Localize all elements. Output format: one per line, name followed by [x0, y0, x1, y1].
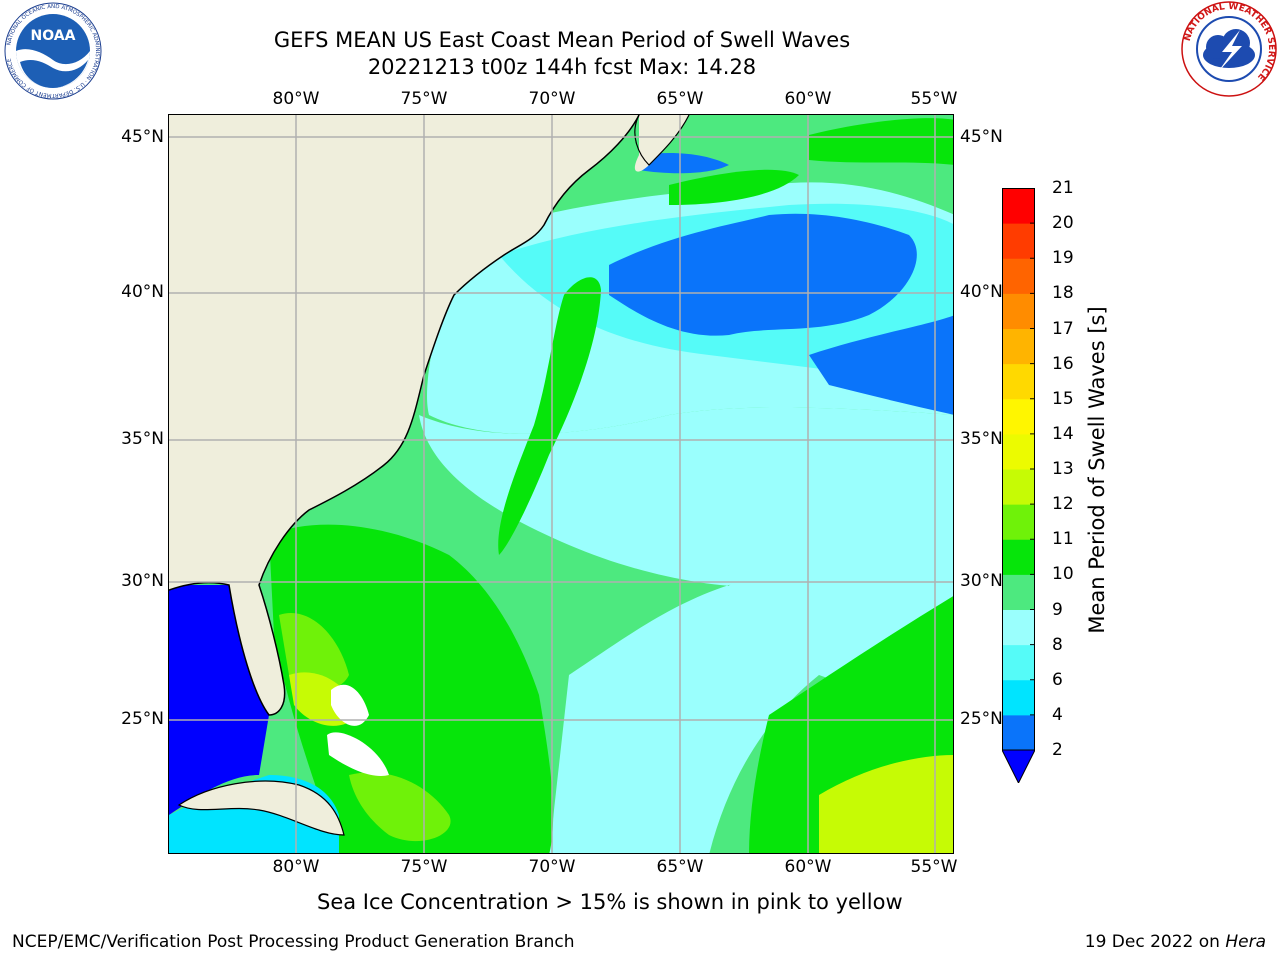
colorbar-tick-label: 14 — [1052, 423, 1074, 444]
lon-label-top: 70°W — [528, 89, 576, 109]
colorbar-tick-label: 15 — [1052, 388, 1074, 409]
noaa-logo: NOAA NATIONAL OCEANIC AND ATMOSPHERIC AD… — [4, 2, 102, 100]
colorbar-tick-label: 9 — [1052, 599, 1063, 620]
lon-label-bottom: 65°W — [656, 857, 704, 877]
colorbar-segment — [1002, 504, 1035, 540]
lat-label-right: 25°N — [960, 709, 1003, 729]
footer-date-text: 19 Dec 2022 on — [1084, 932, 1220, 952]
footer-machine: Hera — [1225, 932, 1266, 952]
colorbar-segment — [1002, 188, 1035, 224]
lon-label-bottom: 70°W — [528, 857, 576, 877]
lat-label-right: 30°N — [960, 571, 1003, 591]
chart-subtitle: 20221213 t00z 144h fcst Max: 14.28 — [367, 55, 757, 79]
colorbar-tick-label: 6 — [1052, 669, 1063, 690]
colorbar — [1002, 188, 1035, 783]
us-landmass — [169, 115, 639, 590]
field-2-4s — [809, 315, 953, 415]
colorbar-tick-label: 8 — [1052, 634, 1063, 655]
cuba-coastline — [177, 780, 345, 836]
noaa-logo-text: NOAA — [31, 28, 76, 44]
colorbar-segment — [1002, 574, 1035, 610]
lon-label-bottom: 60°W — [784, 857, 832, 877]
colorbar-segment — [1002, 714, 1035, 751]
colorbar-segment — [1002, 609, 1035, 646]
colorbar-segment — [1002, 433, 1035, 470]
lon-label-top: 60°W — [784, 89, 832, 109]
colorbar-tick-label: 11 — [1052, 529, 1074, 550]
field-2-4s — [609, 213, 917, 336]
florida-peninsula — [229, 585, 285, 715]
chart-title: GEFS MEAN US East Coast Mean Period of S… — [273, 28, 851, 52]
colorbar-segment — [1002, 223, 1035, 259]
field-12-13s — [819, 755, 953, 853]
field-10-11s — [809, 118, 953, 165]
lat-label-left: 45°N — [121, 127, 164, 147]
field-10-11s — [269, 524, 554, 853]
lon-label-top: 65°W — [656, 89, 704, 109]
colorbar-under-triangle — [1002, 749, 1035, 783]
sea-ice-note: Sea Ice Concentration > 15% is shown in … — [317, 890, 903, 914]
footer-date: 19 Dec 2022 on Hera — [1085, 932, 1266, 952]
colorbar-tick-label: 20 — [1052, 213, 1074, 234]
colorbar-segment — [1002, 293, 1035, 329]
colorbar-segment — [1002, 398, 1035, 435]
lon-label-bottom: 55°W — [910, 857, 958, 877]
lon-label-top: 75°W — [400, 89, 448, 109]
colorbar-segment — [1002, 644, 1035, 681]
colorbar-segment — [1002, 469, 1035, 505]
field-10-11s — [669, 169, 799, 205]
colorbar-tick-label: 17 — [1052, 318, 1074, 339]
colorbar-segment — [1002, 679, 1035, 716]
colorbar-segment — [1002, 363, 1035, 400]
coastline — [169, 115, 640, 716]
lat-label-left: 40°N — [121, 282, 164, 302]
colorbar-tick-label: 4 — [1052, 704, 1063, 725]
colorbar-tick-label: 10 — [1052, 564, 1074, 585]
bahamas-no-data — [331, 684, 369, 726]
lon-label-bottom: 80°W — [272, 857, 320, 877]
lon-label-top: 55°W — [910, 89, 958, 109]
footer-credit: NCEP/EMC/Verification Post Processing Pr… — [12, 932, 575, 952]
field-11-12s — [349, 772, 451, 842]
lat-label-right: 40°N — [960, 282, 1003, 302]
cuba-land — [179, 781, 344, 835]
lat-label-right: 45°N — [960, 127, 1003, 147]
lon-label-top: 80°W — [272, 89, 320, 109]
lon-label-bottom: 75°W — [400, 857, 448, 877]
lat-label-right: 35°N — [960, 429, 1003, 449]
nova-scotia-land — [634, 115, 689, 172]
colorbar-tick-label: 16 — [1052, 353, 1074, 374]
bahamas-no-data — [327, 732, 389, 776]
lat-label-left: 30°N — [121, 571, 164, 591]
colorbar-tick-label: 12 — [1052, 494, 1074, 515]
colorbar-segment — [1002, 328, 1035, 365]
colorbar-label: Mean Period of Swell Waves [s] — [1085, 306, 1109, 634]
colorbar-tick-label: 2 — [1052, 740, 1063, 760]
colorbar-tick-label: 21 — [1052, 178, 1074, 198]
field-10-11s — [498, 277, 601, 555]
colorbar-segment — [1002, 258, 1035, 294]
colorbar-segment — [1002, 539, 1035, 575]
nws-logo: NATIONAL WEATHER SERVICE — [1181, 1, 1277, 97]
lat-label-left: 25°N — [121, 709, 164, 729]
graticule — [169, 115, 953, 853]
map-canvas — [169, 115, 953, 853]
swell-period-map[interactable] — [168, 114, 954, 854]
colorbar-tick-label: 13 — [1052, 459, 1074, 479]
colorbar-tick-label: 18 — [1052, 283, 1074, 304]
lat-label-left: 35°N — [121, 429, 164, 449]
field-2-4s — [639, 153, 729, 174]
colorbar-tick-label: 19 — [1052, 248, 1074, 269]
